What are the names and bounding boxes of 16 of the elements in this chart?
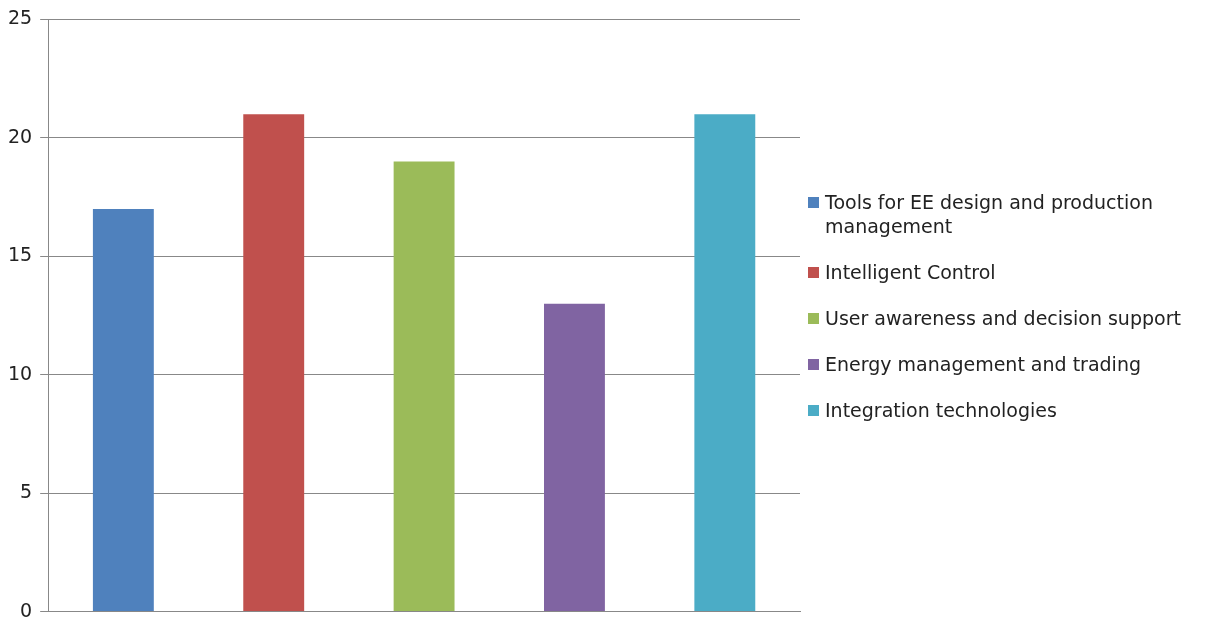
y-tick-label: 5 — [20, 480, 33, 503]
legend-label: Energy management and trading — [825, 352, 1142, 376]
y-tick-label: 25 — [7, 6, 33, 29]
bar — [544, 303, 605, 612]
legend-label: Intelligent Control — [825, 260, 996, 284]
y-tick-label: 10 — [7, 361, 33, 384]
y-tick-label: 20 — [7, 124, 33, 147]
legend-label: Integration technologies — [825, 398, 1057, 422]
legend-label: User awareness and decision support — [825, 306, 1181, 330]
bar — [393, 161, 455, 612]
y-tick-label: 15 — [7, 243, 33, 266]
legend-label: Tools for EE design and production management — [825, 190, 1154, 238]
bar — [92, 208, 154, 612]
y-tick-label: 0 — [20, 598, 33, 621]
bar — [694, 114, 756, 612]
bar — [243, 114, 305, 612]
